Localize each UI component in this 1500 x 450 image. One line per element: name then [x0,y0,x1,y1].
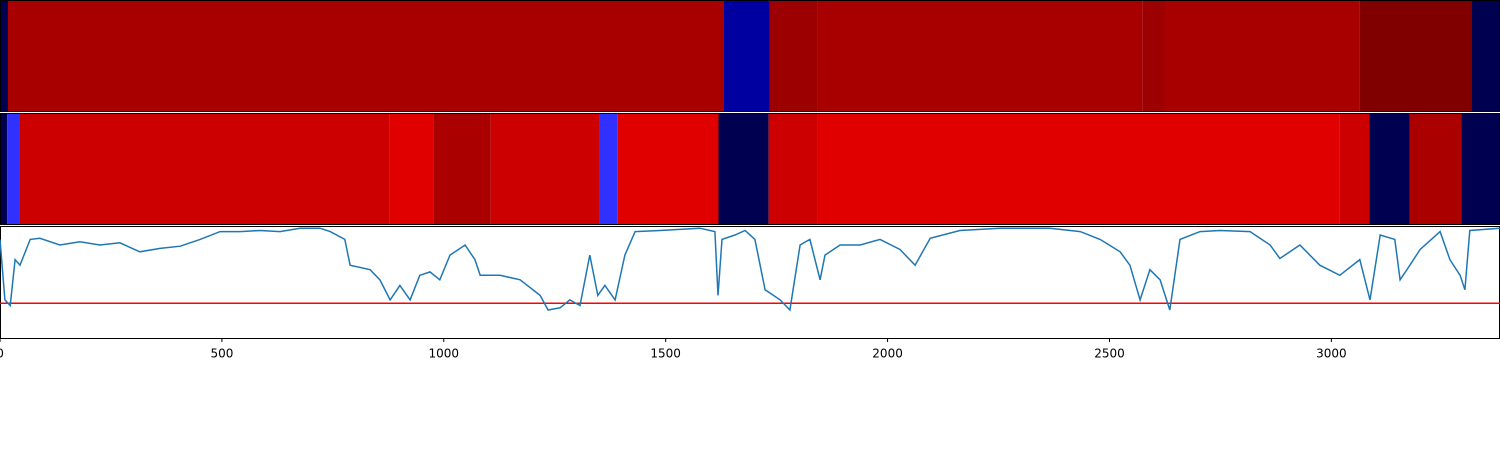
x-tick-label: 2000 [872,347,903,361]
x-tick-label: 500 [210,347,233,361]
heat-segment [599,113,618,225]
heat-segment [1471,0,1500,112]
heat-segment [0,0,8,112]
heat-segment [1409,113,1462,225]
heat-segment [7,113,20,225]
heat-segment [769,0,818,112]
heat-segment [718,113,769,225]
data-line [0,227,1500,312]
heat-segment [617,113,719,225]
heat-segment [1142,0,1165,112]
heat-segment [433,113,491,225]
heat-segment [723,0,770,112]
heat-segment [1369,113,1410,225]
x-tick-label: 0 [0,347,4,361]
heat-segment [1461,113,1500,225]
x-tick-label: 3000 [1316,347,1347,361]
heat-segment [389,113,434,225]
heat-segment [817,0,1143,112]
x-tick-label: 2500 [1094,347,1125,361]
x-tick-label: 1500 [650,347,681,361]
heat-segment [19,113,390,225]
heat-segment [490,113,600,225]
plot-frame [0,226,1500,339]
heat-segment [0,113,8,225]
x-tick-label: 1000 [429,347,460,361]
heat-segment [1359,0,1472,112]
heat-segment [817,113,1340,225]
heat-segment [1339,113,1370,225]
heat-segment [1164,0,1360,112]
heat-segment [7,0,724,112]
heat-segment [768,113,818,225]
